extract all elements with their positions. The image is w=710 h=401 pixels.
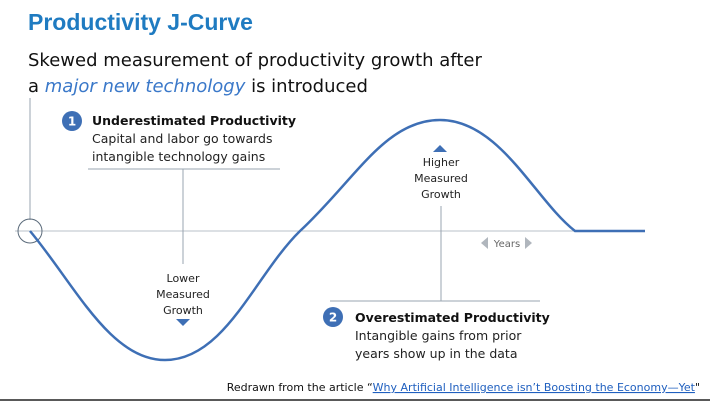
down-arrow — [176, 319, 190, 326]
footer-text: Redrawn from the article “ — [227, 381, 373, 394]
callout-heading: Underestimated Productivity — [92, 113, 296, 128]
footer: Redrawn from the article “Why Artificial… — [227, 381, 700, 394]
callout-body: intangible technology gains — [92, 149, 265, 164]
label: Growth — [163, 304, 203, 317]
callout-body: Intangible gains from prior — [355, 328, 522, 343]
subtitle-line: Skewed measurement of productivity growt… — [28, 50, 482, 71]
callout-number: 1 — [68, 115, 76, 129]
j-curve — [29, 118, 645, 362]
origin-circle — [17, 218, 43, 244]
callout-body: Capital and labor go towards — [92, 131, 272, 146]
label: Higher — [423, 156, 460, 169]
callout-badge — [323, 307, 343, 327]
up-arrow — [433, 145, 447, 152]
callout-body: years show up in the data — [355, 346, 518, 361]
left-arrow — [481, 237, 488, 249]
label: Lower — [167, 272, 200, 285]
title: Productivity J-Curve — [28, 9, 253, 35]
callout-heading: Overestimated Productivity — [355, 310, 550, 325]
right-arrow — [525, 237, 532, 249]
years-label: Years — [493, 239, 520, 250]
subtitle-line: a major new technology is introduced — [28, 76, 368, 97]
footer-link[interactable]: Why Artificial Intelligence isn’t Boosti… — [373, 381, 696, 394]
subtitle-emphasis: major new technology — [45, 76, 246, 97]
callout-number: 2 — [329, 311, 337, 325]
subtitle-text: is introduced — [245, 76, 368, 97]
subtitle-text: a — [28, 76, 45, 97]
label: Measured — [414, 172, 468, 185]
callout-badge — [62, 111, 82, 131]
footer-text: " — [695, 381, 700, 394]
label: Measured — [156, 288, 210, 301]
label: Growth — [421, 188, 461, 201]
